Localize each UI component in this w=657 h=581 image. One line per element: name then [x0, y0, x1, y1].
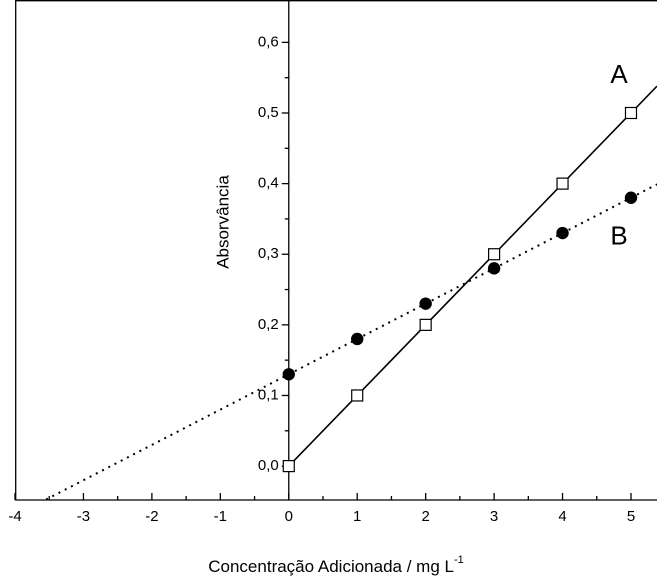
series-label: A: [610, 59, 628, 89]
marker: [351, 332, 364, 346]
y-tick-label: 0,0: [258, 457, 279, 474]
marker: [351, 389, 364, 402]
x-tick-label: 4: [558, 508, 566, 525]
marker: [488, 248, 501, 261]
y-tick-label: 0,6: [258, 33, 279, 50]
y-tick-label: 0,4: [258, 175, 279, 192]
y-axis-label: Absorvância: [213, 175, 232, 269]
x-tick-label: -2: [145, 508, 158, 525]
y-tick-label: 0,2: [258, 316, 279, 333]
marker: [556, 226, 569, 240]
x-axis-label-text: Concentração Adicionada / mg L: [208, 557, 454, 576]
plot-frame: [15, 0, 657, 501]
y-tick-label: 0,1: [258, 386, 279, 403]
marker: [624, 191, 638, 204]
marker: [419, 318, 432, 331]
marker: [419, 297, 432, 310]
fit-line: [42, 183, 657, 500]
x-tick-label: 3: [490, 508, 498, 525]
marker: [282, 460, 295, 473]
x-axis-label: Concentração Adicionada / mg L-1: [208, 554, 464, 577]
marker: [282, 368, 295, 381]
marker: [624, 106, 638, 120]
x-tick-label: 0: [285, 508, 293, 525]
x-tick-label: -4: [8, 508, 21, 525]
marker: [556, 177, 569, 190]
x-tick-label: 2: [421, 508, 429, 525]
fit-line: [288, 85, 657, 467]
y-tick-label: 0,5: [258, 104, 279, 121]
x-tick-label: 5: [627, 508, 635, 525]
x-tick-label: -1: [214, 508, 227, 525]
x-axis-label-sup: -1: [454, 554, 464, 566]
y-tick-label: 0,3: [258, 245, 279, 262]
x-tick-label: 1: [353, 508, 361, 525]
marker: [487, 262, 501, 275]
series-label: B: [610, 221, 627, 251]
x-tick-label: -3: [77, 508, 90, 525]
